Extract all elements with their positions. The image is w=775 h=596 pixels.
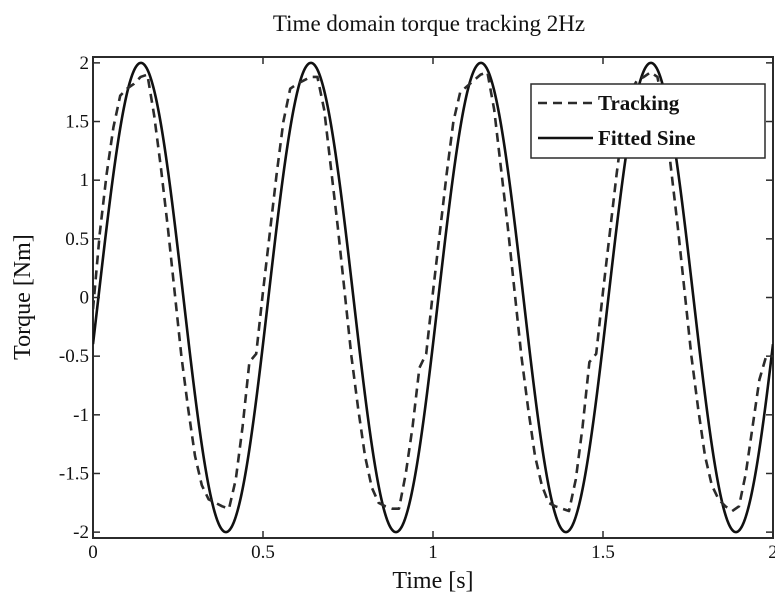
y-tick-label: 2	[80, 53, 90, 74]
x-tick-label: 0	[88, 542, 98, 563]
y-tick-label: -0.5	[59, 346, 89, 367]
x-axis: 0 0.5 1 1.5 2	[88, 57, 775, 563]
x-tick-label: 1.5	[591, 542, 615, 563]
legend: Tracking Fitted Sine	[530, 83, 766, 159]
y-tick-label: 1.5	[65, 112, 89, 133]
legend-label-tracking: Tracking	[598, 91, 680, 115]
y-axis-title: Torque [Nm]	[10, 234, 36, 360]
legend-box	[530, 83, 766, 159]
legend-label-fitted-sine: Fitted Sine	[598, 126, 695, 150]
x-tick-label: 0.5	[251, 542, 275, 563]
chart-title: Time domain torque tracking 2Hz	[273, 11, 585, 36]
y-tick-label: -2	[73, 522, 89, 543]
x-tick-label: 2	[768, 542, 775, 563]
x-tick-label: 1	[428, 542, 438, 563]
series-line-fitted-sine	[93, 61, 773, 534]
y-tick-label: -1	[73, 405, 89, 426]
y-tick-label: 0.5	[65, 229, 89, 250]
y-tick-label: -1.5	[59, 463, 89, 484]
y-axis: 2 1.5 1 0.5 0 -0.5 -1 -1.5 -2	[59, 53, 773, 543]
y-tick-label: 0	[80, 288, 90, 309]
y-tick-label: 1	[80, 170, 90, 191]
x-axis-title: Time [s]	[392, 568, 473, 594]
